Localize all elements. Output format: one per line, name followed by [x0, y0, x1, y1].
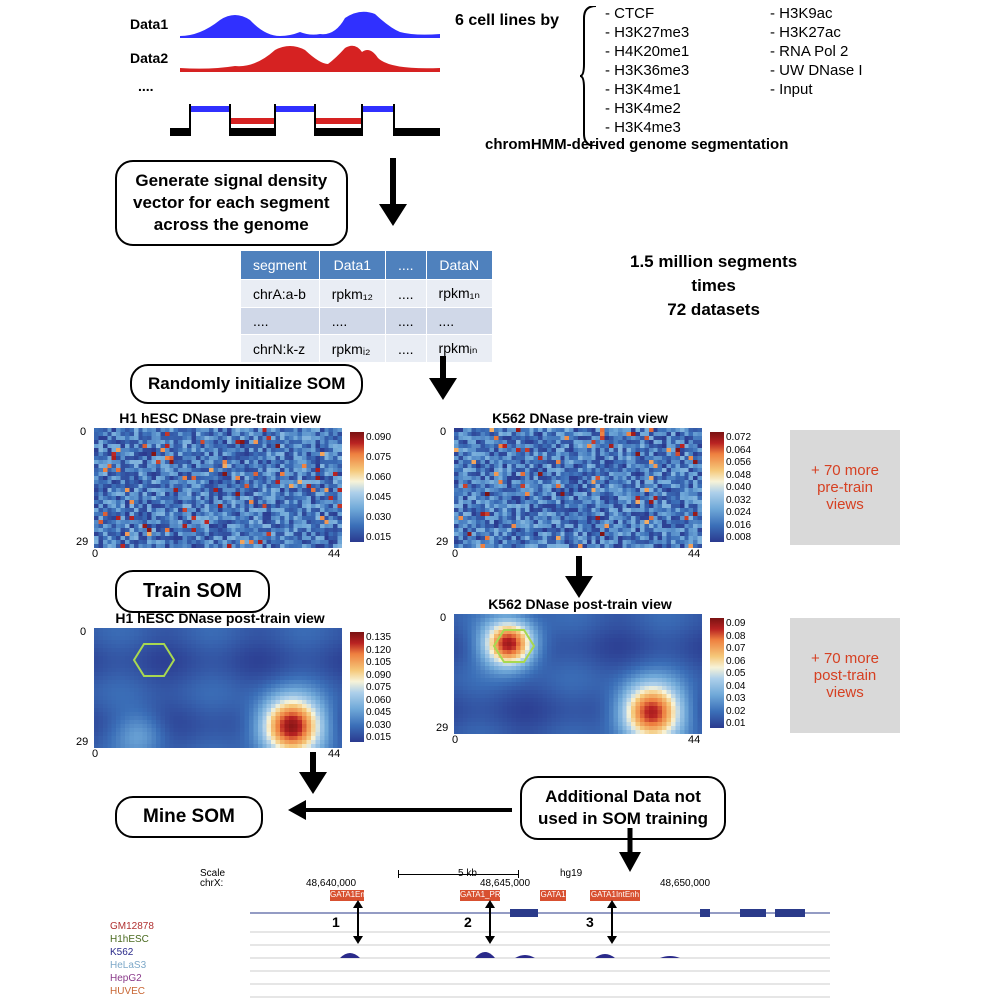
peak-label-2: 2 — [464, 914, 472, 930]
seg-summary: 1.5 million segments times 72 datasets — [630, 250, 797, 322]
arrow-1 — [379, 204, 407, 226]
arrow-5 — [288, 800, 306, 820]
step3-box: Train SOM — [115, 570, 270, 613]
axis-x-left: 0 — [92, 548, 98, 560]
hex-outline-k562 — [454, 614, 702, 734]
heatmap-pre-h1: H1 hESC DNase pre-train view 0 29 0 44 0… — [80, 410, 360, 560]
colorbar-2: 0.0720.0640.0560.0480.0400.0320.0240.016… — [710, 432, 724, 542]
post-h1-title: H1 hESC DNase post-train view — [80, 610, 360, 626]
colorbar-3: 0.1350.1200.1050.0900.0750.0600.0450.030… — [350, 632, 364, 742]
track-labels: GM12878H1hESCK562HeLaS3HepG2HUVEC — [110, 920, 154, 998]
arrow-2 — [429, 378, 457, 400]
hex-outline-h1 — [94, 628, 342, 748]
colorbar-1: 0.0900.0750.0600.0450.0300.015 — [350, 432, 364, 542]
arrow-stem-2 — [440, 356, 446, 380]
genome-browser: Scale chrX: 5 kb hg19 48,640,000 48,645,… — [200, 868, 840, 998]
step3-text: Train SOM — [143, 580, 242, 602]
peak-label-1: 1 — [332, 914, 340, 930]
cell-lines-label: 6 cell lines by — [455, 12, 559, 30]
arrow-stem-1 — [390, 158, 396, 206]
arrow-3 — [565, 576, 593, 598]
dots-label: .... — [138, 78, 440, 94]
marks-col2: - H3K9ac- H3K27ac- RNA Pol 2- UW DNase I… — [770, 4, 863, 99]
signal-tracks: Data1 Data2 .... — [130, 10, 440, 94]
additional-data-text: Additional Data not used in SOM training — [538, 787, 708, 828]
arrow-stem-3 — [576, 556, 582, 578]
axis-x-right: 44 — [328, 548, 340, 560]
arrow-stem-4 — [310, 752, 316, 774]
post-k562-title: K562 DNase post-train view — [440, 596, 720, 612]
arrow-4 — [299, 772, 327, 794]
step4-box: Mine SOM — [115, 796, 263, 838]
pre-more-box: + 70 more pre-train views — [790, 430, 900, 545]
peak-arrow-2 — [480, 900, 500, 944]
chromhmm-seg — [170, 100, 440, 145]
arrow-line-h — [302, 808, 512, 812]
axis-y-bot: 29 — [76, 536, 88, 548]
data2-label: Data2 — [130, 50, 168, 66]
peak-label-3: 3 — [586, 914, 594, 930]
axis-y-top: 0 — [80, 426, 86, 438]
colorbar-4: 0.090.080.070.060.050.040.030.020.01 — [710, 618, 724, 728]
data2-signal — [180, 44, 440, 72]
data1-signal — [180, 10, 440, 38]
step2-box: Randomly initialize SOM — [130, 364, 363, 404]
post-more-box: + 70 more post-train views — [790, 618, 900, 733]
heatmap-post-k562: K562 DNase post-train view 0 29 0 44 0.0… — [440, 596, 720, 746]
bracket-icon — [580, 6, 600, 146]
step4-text: Mine SOM — [143, 806, 235, 827]
region-2: GATA1 — [540, 890, 566, 901]
pre-h1-title: H1 hESC DNase pre-train view — [80, 410, 360, 426]
assembly: hg19 — [560, 868, 582, 879]
heatmap-pre-k562: K562 DNase pre-train view 0 29 0 44 0.07… — [440, 410, 720, 560]
step1-text: Generate signal density vector for each … — [133, 171, 330, 234]
step2-text: Randomly initialize SOM — [148, 374, 345, 393]
heatmap-post-h1: H1 hESC DNase post-train view 0 29 0 44 … — [80, 610, 360, 760]
step1-box: Generate signal density vector for each … — [115, 160, 348, 246]
marks-col1: - CTCF- H3K27me3- H4K20me1- H3K36me3- H3… — [605, 4, 689, 137]
peak-arrow-1 — [348, 900, 368, 944]
data1-label: Data1 — [130, 16, 168, 32]
peak-arrow-3 — [602, 900, 622, 944]
segment-table: segmentData1....DataNchrA:a-brpkm₁₂....r… — [240, 250, 493, 363]
pre-k562-title: K562 DNase pre-train view — [440, 410, 720, 426]
segmentation-label: chromHMM-derived genome segmentation — [485, 136, 788, 153]
